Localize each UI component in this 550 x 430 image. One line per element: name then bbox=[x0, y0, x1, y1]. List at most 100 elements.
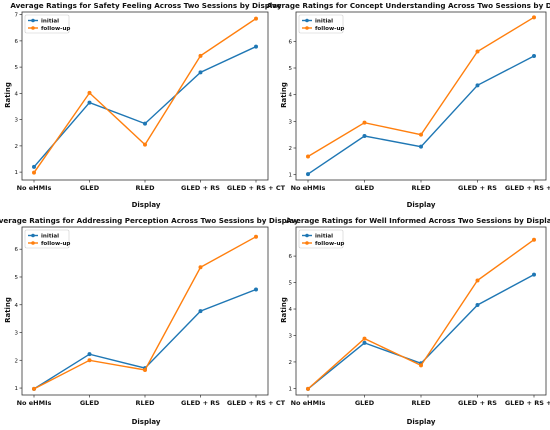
y-tick-label: 2 bbox=[15, 144, 19, 150]
legend-marker-follow-up bbox=[31, 26, 35, 30]
y-tick-label: 6 bbox=[15, 247, 19, 253]
y-tick-label: 6 bbox=[15, 39, 19, 45]
legend-marker-follow-up bbox=[305, 26, 309, 30]
chart-svg: Average Ratings for Safety Feeling Acros… bbox=[4, 1, 286, 209]
data-point-initial bbox=[254, 287, 258, 292]
chart-title: Average Ratings for Safety Feeling Acros… bbox=[10, 1, 282, 10]
y-tick-label: 4 bbox=[15, 303, 19, 309]
x-axis-label: Display bbox=[132, 418, 161, 426]
data-point-follow-up bbox=[198, 53, 203, 58]
y-tick-label: 5 bbox=[15, 65, 19, 71]
x-axis-label: Display bbox=[407, 418, 436, 426]
legend-marker-follow-up bbox=[305, 241, 309, 245]
data-point-initial bbox=[254, 44, 258, 49]
legend-label-initial: initial bbox=[315, 19, 333, 25]
legend-marker-initial bbox=[31, 18, 35, 23]
y-tick-label: 1 bbox=[289, 386, 293, 392]
y-axis-label: Rating bbox=[4, 82, 12, 108]
data-point-initial bbox=[362, 134, 367, 138]
plot-area: 1 2 3 4 5 6 No eHMIs GLED RLED GLED + RS GLED + RS… bbox=[15, 229, 286, 407]
legend-label-initial: initial bbox=[41, 234, 59, 240]
plot-area: 1 2 3 4 5 6 No eHMIs GLED RLED GLED + RS GLED + RS… bbox=[289, 229, 550, 407]
x-tick-label: RLED bbox=[136, 399, 156, 407]
chart-title: Average Ratings for Concept Understandin… bbox=[267, 1, 550, 10]
data-point-follow-up bbox=[362, 336, 367, 341]
data-point-initial bbox=[87, 352, 92, 357]
data-point-initial bbox=[475, 83, 480, 88]
x-tick-label: No eHMIs bbox=[17, 399, 52, 407]
data-point-initial bbox=[419, 144, 423, 149]
legend-label-follow-up: follow-up bbox=[41, 241, 70, 247]
data-point-initial bbox=[532, 54, 536, 58]
data-point-initial bbox=[87, 100, 92, 105]
chart-panel-well-informed: Average Ratings for Well Informed Across… bbox=[278, 215, 550, 430]
data-point-initial bbox=[362, 340, 367, 345]
x-tick-label: GLED + RS + CT bbox=[227, 399, 286, 407]
y-tick-label: 5 bbox=[289, 281, 293, 287]
data-point-follow-up bbox=[32, 386, 36, 391]
data-point-follow-up bbox=[475, 49, 480, 54]
data-point-initial bbox=[532, 272, 536, 277]
data-point-follow-up bbox=[87, 90, 92, 95]
data-point-follow-up bbox=[475, 278, 480, 283]
x-tick-label: GLED bbox=[80, 399, 100, 407]
y-tick-label: 5 bbox=[289, 66, 293, 72]
chart-svg: Average Ratings for Concept Understandin… bbox=[267, 1, 550, 209]
x-tick-label: GLED bbox=[355, 184, 375, 192]
y-axis-label: Rating bbox=[280, 297, 288, 323]
y-tick-label: 6 bbox=[289, 254, 293, 260]
x-tick-label: RLED bbox=[412, 184, 432, 192]
series-line-initial bbox=[33, 45, 257, 168]
x-tick-label: GLED + RS bbox=[458, 399, 497, 407]
data-point-initial bbox=[198, 70, 203, 75]
y-tick-label: 2 bbox=[289, 360, 293, 366]
legend-marker-initial bbox=[305, 233, 309, 238]
x-tick-label: RLED bbox=[136, 184, 156, 192]
data-point-follow-up bbox=[362, 120, 367, 125]
y-tick-label: 1 bbox=[15, 170, 19, 176]
data-point-follow-up bbox=[143, 368, 147, 373]
x-tick-label: GLED + RS bbox=[458, 184, 497, 192]
x-tick-label: GLED bbox=[355, 399, 375, 407]
legend-label-initial: initial bbox=[315, 234, 333, 240]
data-point-follow-up bbox=[419, 363, 423, 368]
y-tick-label: 1 bbox=[15, 386, 19, 392]
data-point-follow-up bbox=[32, 170, 36, 175]
data-point-follow-up bbox=[532, 15, 536, 20]
y-tick-label: 6 bbox=[289, 39, 293, 45]
legend-marker-initial bbox=[31, 233, 35, 238]
data-point-follow-up bbox=[532, 237, 536, 242]
y-tick-label: 4 bbox=[289, 307, 293, 313]
legend-marker-initial bbox=[305, 18, 309, 23]
data-point-initial bbox=[198, 309, 203, 314]
y-tick-label: 5 bbox=[15, 275, 19, 281]
legend-label-follow-up: follow-up bbox=[315, 241, 344, 247]
data-point-follow-up bbox=[87, 358, 92, 363]
y-tick-label: 3 bbox=[15, 331, 19, 337]
y-tick-label: 2 bbox=[289, 146, 293, 152]
y-tick-label: 3 bbox=[289, 119, 293, 125]
chart-svg: Average Ratings for Well Informed Across… bbox=[280, 216, 550, 426]
data-point-follow-up bbox=[143, 142, 147, 147]
plot-area: 1 2 3 4 5 6 No eHMIs GLED RLED GLED + RS GLED + RS… bbox=[289, 14, 550, 192]
data-point-follow-up bbox=[419, 132, 423, 137]
legend-label-initial: initial bbox=[41, 19, 59, 25]
data-point-initial bbox=[475, 303, 480, 308]
legend-label-follow-up: follow-up bbox=[315, 26, 344, 32]
data-point-follow-up bbox=[198, 265, 203, 270]
x-tick-label: No eHMIs bbox=[291, 399, 326, 407]
data-point-initial bbox=[143, 121, 147, 126]
y-axis-label: Rating bbox=[280, 82, 288, 108]
y-tick-label: 7 bbox=[15, 13, 19, 19]
x-tick-label: GLED + RS + CT bbox=[505, 184, 550, 192]
legend-marker-follow-up bbox=[31, 241, 35, 245]
data-point-follow-up bbox=[306, 386, 310, 391]
chart-title: Average Ratings for Addressing Perceptio… bbox=[0, 216, 299, 225]
series-line-initial bbox=[33, 288, 257, 390]
series-line-follow-up bbox=[33, 18, 257, 174]
x-tick-label: RLED bbox=[412, 399, 432, 407]
data-point-initial bbox=[32, 164, 36, 169]
x-tick-label: GLED + RS + CT bbox=[505, 399, 550, 407]
y-tick-label: 2 bbox=[15, 358, 19, 364]
chart-title: Average Ratings for Well Informed Across… bbox=[286, 216, 550, 225]
